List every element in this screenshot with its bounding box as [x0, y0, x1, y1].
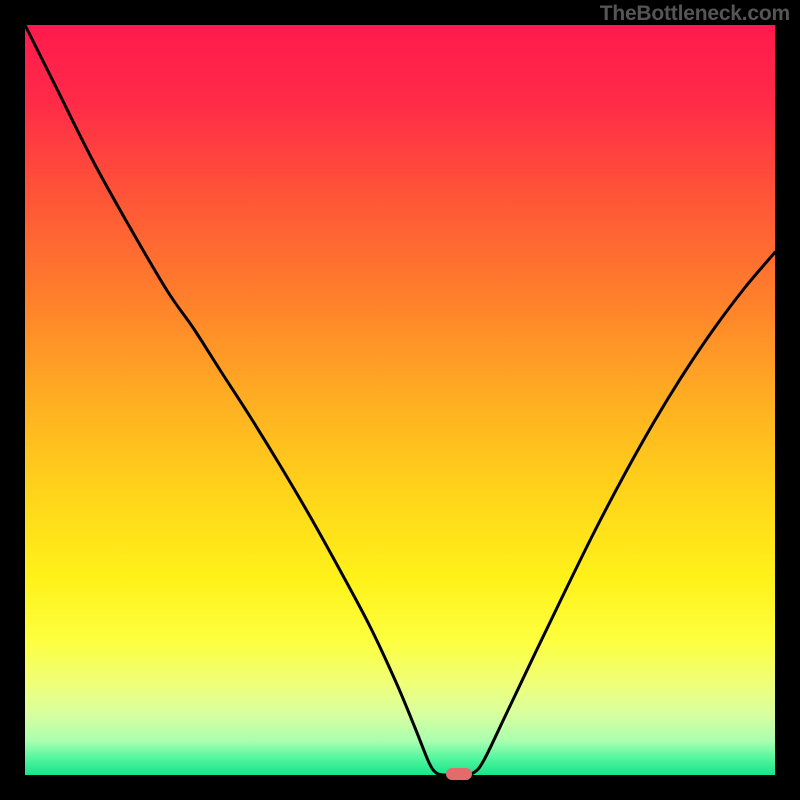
bottleneck-curve	[25, 25, 775, 775]
plot-area	[25, 25, 775, 775]
chart-frame: TheBottleneck.com	[0, 0, 800, 800]
optimal-marker	[446, 768, 472, 780]
watermark-text: TheBottleneck.com	[600, 2, 790, 26]
